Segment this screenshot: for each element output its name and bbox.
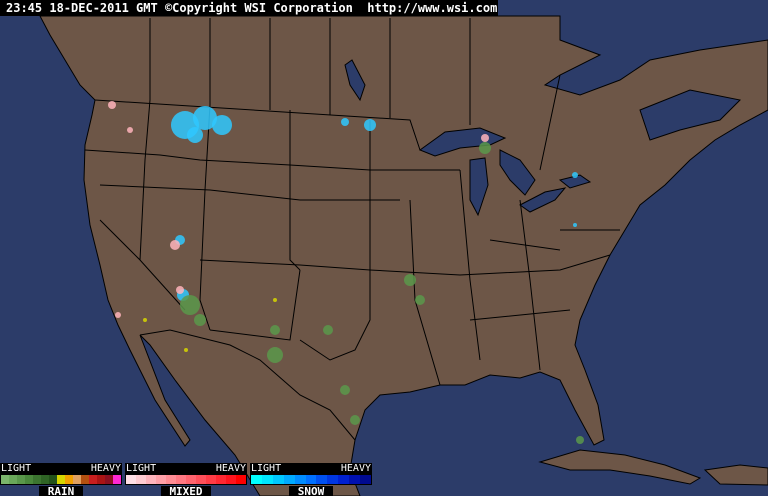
radar-echo bbox=[193, 106, 217, 130]
legend-swatch bbox=[33, 475, 41, 484]
legend-swatch bbox=[146, 475, 156, 484]
radar-echo bbox=[212, 115, 232, 135]
lake-erie bbox=[519, 187, 567, 213]
radar-echo bbox=[573, 223, 577, 227]
radar-echo bbox=[127, 127, 133, 133]
radar-echo bbox=[481, 134, 489, 142]
legend-swatch bbox=[73, 475, 81, 484]
legend-swatch bbox=[65, 475, 73, 484]
radar-echo bbox=[572, 172, 578, 178]
legend-light-label: LIGHT bbox=[126, 463, 157, 474]
gulf-of-st-lawrence bbox=[639, 89, 742, 141]
legend-heavy-label: HEAVY bbox=[215, 463, 246, 474]
legend-swatch bbox=[156, 475, 166, 484]
radar-echo bbox=[340, 385, 350, 395]
legend-swatch bbox=[338, 475, 350, 484]
legend-swatch bbox=[316, 475, 328, 484]
radar-echo bbox=[415, 295, 425, 305]
hispaniola bbox=[703, 464, 768, 486]
cuba bbox=[538, 449, 702, 485]
legend-light-label: LIGHT bbox=[251, 463, 282, 474]
legend-swatch bbox=[97, 475, 105, 484]
legend-swatch bbox=[236, 475, 246, 484]
legend-mixed: LIGHT HEAVY MIXED bbox=[125, 463, 247, 496]
legend-swatch bbox=[283, 475, 295, 484]
lake-michigan bbox=[469, 157, 489, 217]
radar-echo bbox=[180, 295, 200, 315]
legend-swatch bbox=[206, 475, 216, 484]
legend-swatch bbox=[89, 475, 97, 484]
radar-echo bbox=[267, 347, 283, 363]
radar-echo bbox=[270, 325, 280, 335]
legend-swatch bbox=[349, 475, 361, 484]
radar-echo bbox=[576, 436, 584, 444]
legend-swatch bbox=[113, 475, 121, 484]
lake-winnipeg bbox=[344, 59, 366, 102]
legend-swatch bbox=[305, 475, 317, 484]
radar-echo bbox=[170, 240, 180, 250]
legend-swatch bbox=[226, 475, 236, 484]
legend-mixed-scale bbox=[125, 474, 247, 485]
legend-swatch bbox=[49, 475, 57, 484]
legend-swatch bbox=[251, 475, 262, 484]
timestamp: 23:45 18-DEC-2011 GMT bbox=[6, 1, 158, 15]
legend-swatch bbox=[294, 475, 306, 484]
legend-rain-scale bbox=[0, 474, 122, 485]
legend-swatch bbox=[41, 475, 49, 484]
legend-swatch bbox=[186, 475, 196, 484]
legend-swatch bbox=[25, 475, 33, 484]
legend-swatch bbox=[327, 475, 339, 484]
legend-swatch bbox=[9, 475, 17, 484]
legend-swatch bbox=[196, 475, 206, 484]
legend-swatch bbox=[216, 475, 226, 484]
radar-echo bbox=[479, 142, 491, 154]
radar-echo bbox=[115, 312, 121, 318]
legend-snow-scale bbox=[250, 474, 372, 485]
legend-light-label: LIGHT bbox=[1, 463, 32, 474]
legend-snow-label: SNOW bbox=[289, 486, 333, 496]
legend-heavy-label: HEAVY bbox=[90, 463, 121, 474]
legend-swatch bbox=[1, 475, 9, 484]
lake-huron bbox=[499, 149, 536, 196]
legend-swatch bbox=[136, 475, 146, 484]
radar-echo bbox=[143, 318, 147, 322]
radar-echo bbox=[108, 101, 116, 109]
legend-swatch bbox=[17, 475, 25, 484]
radar-echo bbox=[341, 118, 349, 126]
state-borders bbox=[84, 18, 620, 441]
north-america-landmass bbox=[39, 15, 768, 496]
legend-swatch bbox=[261, 475, 273, 484]
radar-echo bbox=[350, 415, 360, 425]
radar-echo bbox=[176, 286, 184, 294]
legend-swatch bbox=[166, 475, 176, 484]
legend-swatch bbox=[126, 475, 136, 484]
copyright: ©Copyright WSI Corporation bbox=[164, 1, 353, 15]
precipitation bbox=[108, 101, 584, 444]
legend-swatch bbox=[105, 475, 113, 484]
legend-mixed-label: MIXED bbox=[161, 486, 211, 496]
radar-echo bbox=[404, 274, 416, 286]
radar-echo bbox=[187, 127, 203, 143]
legend-swatch bbox=[81, 475, 89, 484]
legend-rain: LIGHT HEAVY RAIN bbox=[0, 463, 122, 496]
legend-swatch bbox=[57, 475, 65, 484]
source-url[interactable]: http://www.wsi.com bbox=[367, 1, 498, 15]
radar-echo bbox=[323, 325, 333, 335]
radar-echo bbox=[194, 314, 206, 326]
radar-echo bbox=[364, 119, 376, 131]
header-bar: 23:45 18-DEC-2011 GMT ©Copyright WSI Cor… bbox=[0, 0, 498, 16]
land bbox=[39, 15, 768, 496]
radar-echo bbox=[184, 348, 188, 352]
legend-swatch bbox=[360, 475, 371, 484]
legend-swatch bbox=[272, 475, 284, 484]
legend-snow: LIGHT HEAVY SNOW bbox=[250, 463, 372, 496]
legend-swatch bbox=[176, 475, 186, 484]
radar-echo bbox=[273, 298, 277, 302]
legend-heavy-label: HEAVY bbox=[340, 463, 371, 474]
legend-rain-label: RAIN bbox=[39, 486, 83, 496]
